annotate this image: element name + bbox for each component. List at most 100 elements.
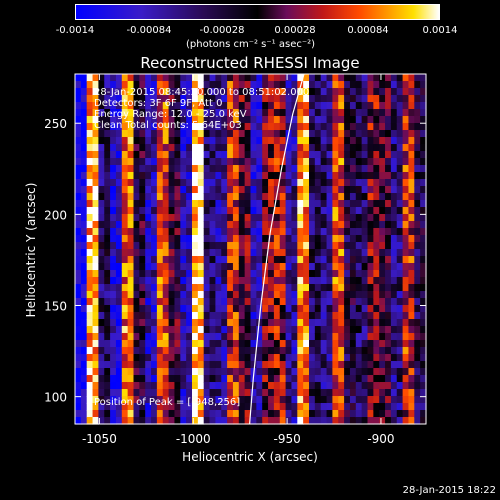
heatmap-cell — [127, 193, 135, 201]
heatmap-cell — [127, 207, 135, 215]
heatmap-cell — [209, 277, 216, 285]
heatmap-cell — [92, 95, 99, 103]
heatmap-cell — [385, 305, 392, 313]
heatmap-cell — [104, 284, 111, 292]
heatmap-cell — [215, 172, 222, 180]
heatmap-cell — [197, 396, 205, 404]
heatmap-cell — [162, 291, 170, 299]
heatmap-cell — [80, 88, 88, 96]
heatmap-cell — [121, 277, 129, 285]
heatmap-cell — [215, 375, 222, 383]
heatmap-cell — [390, 305, 398, 313]
heatmap-cell — [192, 165, 199, 173]
heatmap-cell — [227, 158, 234, 166]
heatmap-cell — [139, 81, 146, 89]
heatmap-cell — [168, 396, 176, 404]
heatmap-cell — [98, 319, 105, 327]
heatmap-cell — [232, 158, 240, 166]
heatmap-cell — [279, 144, 287, 152]
heatmap-cell — [244, 284, 252, 292]
heatmap-cell — [115, 333, 123, 341]
heatmap-cell — [285, 284, 293, 292]
heatmap-cell — [145, 214, 152, 222]
heatmap-cell — [379, 298, 386, 306]
heatmap-cell — [344, 144, 351, 152]
heatmap-cell — [344, 312, 351, 320]
heatmap-cell — [168, 130, 176, 138]
heatmap-cell — [162, 354, 170, 362]
heatmap-cell — [115, 347, 123, 355]
heatmap-cell — [162, 81, 170, 89]
heatmap-cell — [338, 158, 345, 166]
heatmap-cell — [98, 375, 105, 383]
heatmap-cell — [180, 74, 187, 82]
heatmap-cell — [332, 102, 339, 110]
heatmap-cell — [121, 158, 129, 166]
heatmap-cell — [115, 305, 123, 313]
heatmap-cell — [174, 186, 181, 194]
heatmap-cell — [285, 242, 293, 250]
heatmap-cell — [285, 403, 293, 411]
heatmap-cell — [232, 340, 240, 348]
heatmap-cell — [110, 326, 117, 334]
heatmap-cell — [338, 319, 345, 327]
heatmap-cell — [197, 74, 205, 82]
heatmap-cell — [92, 235, 99, 243]
heatmap-cell — [402, 74, 410, 82]
heatmap-cell — [297, 319, 304, 327]
heatmap-cell — [314, 214, 322, 222]
heatmap-cell — [326, 375, 333, 383]
heatmap-cell — [268, 291, 275, 299]
heatmap-cell — [180, 326, 187, 334]
heatmap-cell — [168, 361, 176, 369]
heatmap-cell — [268, 312, 275, 320]
heatmap-cell — [110, 256, 117, 264]
heatmap-cell — [232, 403, 240, 411]
heatmap-cell — [250, 361, 257, 369]
heatmap-cell — [221, 193, 228, 201]
heatmap-cell — [344, 207, 351, 215]
heatmap-cell — [162, 151, 170, 159]
heatmap-cell — [385, 410, 392, 418]
heatmap-cell — [379, 221, 386, 229]
heatmap-cell — [244, 319, 252, 327]
heatmap-cell — [86, 74, 94, 82]
heatmap-cell — [104, 347, 111, 355]
heatmap-cell — [168, 158, 176, 166]
heatmap-cell — [303, 193, 310, 201]
heatmap-cell — [379, 256, 386, 264]
heatmap-cell — [285, 396, 293, 404]
heatmap-cell — [110, 193, 117, 201]
heatmap-cell — [115, 130, 123, 138]
heatmap-cell — [151, 291, 158, 299]
heatmap-cell — [156, 326, 164, 334]
heatmap-cell — [355, 396, 363, 404]
heatmap-cell — [402, 116, 410, 124]
heatmap-cell — [326, 207, 333, 215]
heatmap-cell — [139, 200, 146, 208]
heatmap-cell — [110, 249, 117, 257]
heatmap-cell — [297, 172, 304, 180]
heatmap-cell — [285, 277, 293, 285]
heatmap-cell — [92, 88, 99, 96]
heatmap-cell — [139, 319, 146, 327]
heatmap-cell — [238, 102, 246, 110]
heatmap-cell — [361, 312, 369, 320]
heatmap-cell — [162, 396, 170, 404]
heatmap-cell — [80, 158, 88, 166]
heatmap-cell — [320, 165, 328, 173]
heatmap-cell — [75, 389, 82, 397]
heatmap-cell — [238, 284, 246, 292]
heatmap-cell — [186, 389, 193, 397]
heatmap-cell — [139, 207, 146, 215]
heatmap-cell — [309, 88, 316, 96]
heatmap-cell — [355, 242, 363, 250]
heatmap-cell — [297, 200, 304, 208]
heatmap-cell — [297, 368, 304, 376]
heatmap-cell — [285, 326, 293, 334]
heatmap-cell — [262, 291, 269, 299]
heatmap-cell — [115, 263, 123, 271]
heatmap-cell — [309, 137, 316, 145]
heatmap-cell — [408, 151, 415, 159]
heatmap-cell — [338, 410, 345, 418]
